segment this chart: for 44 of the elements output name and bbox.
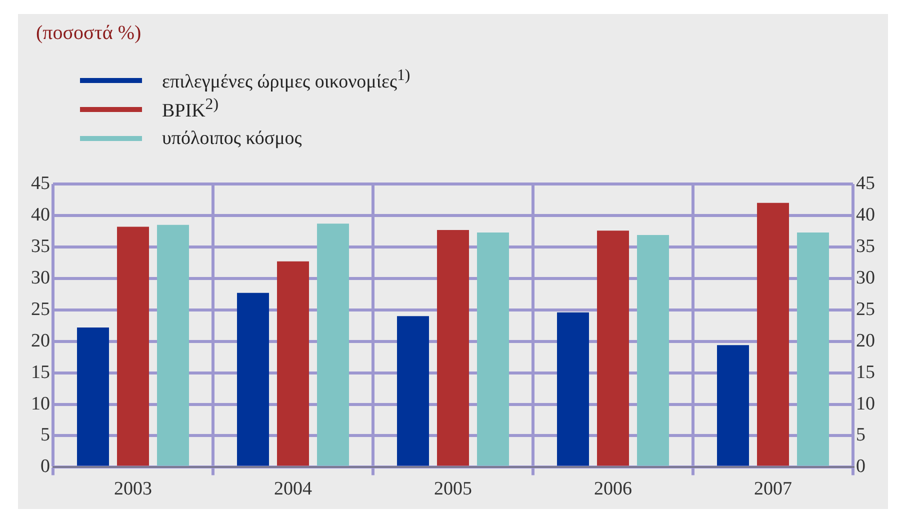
bar [157,224,189,466]
bar [77,327,109,466]
bar [397,316,429,466]
y2-tick-label: 40 [856,204,875,226]
y2-tick-label: 0 [856,456,866,478]
bar [237,292,269,466]
bar [437,230,469,466]
y-tick-label: 40 [31,204,50,226]
y-tick-label: 25 [31,298,50,320]
y2-tick-label: 10 [856,393,875,414]
y-tick-label: 20 [31,330,50,352]
bar [597,230,629,466]
x-tick-label: 2006 [594,478,632,500]
x-tick-label: 2007 [754,478,792,500]
y-tick-label: 45 [31,172,50,194]
bar [117,226,149,466]
bar [717,345,749,466]
bar [317,224,349,466]
y2-tick-label: 15 [856,362,875,383]
y-tick-label: 30 [31,267,50,288]
legend-label: επιλεγμένες ώριμες οικονομίες$^{1)}$ [162,67,410,94]
y2-tick-label: 5 [856,424,866,446]
bar [757,202,789,466]
legend-label: υπόλοιπος κόσμος [162,128,302,150]
y-tick-label: 0 [40,456,50,478]
x-tick-label: 2003 [114,478,152,500]
y-tick-label: 15 [31,362,50,383]
legend-label: ΒΡΙΚ$^{2)}$ [162,96,218,123]
y2-tick-label: 25 [856,298,875,320]
y-tick-label: 5 [40,424,50,446]
y2-tick-label: 20 [856,330,875,352]
chart-title: (ποσοστά %) [36,22,142,45]
y-tick-label: 10 [31,393,50,414]
y-tick-label: 35 [31,236,50,257]
bar [637,234,669,466]
y2-tick-label: 45 [856,172,875,194]
bar [477,232,509,466]
x-tick-label: 2005 [434,478,472,500]
y2-tick-label: 35 [856,236,875,257]
y2-tick-label: 30 [856,267,875,288]
x-tick-label: 2004 [274,478,312,500]
bar [797,232,829,466]
bar [277,261,309,466]
bar [557,312,589,466]
